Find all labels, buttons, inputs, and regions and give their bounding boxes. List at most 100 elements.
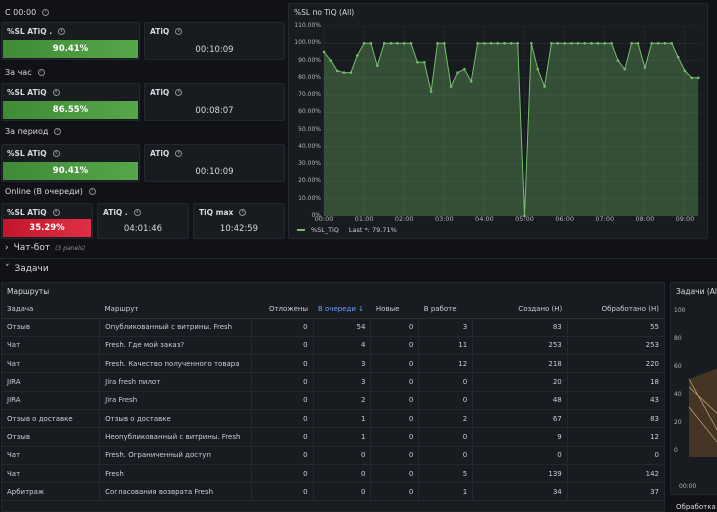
info-icon[interactable]: i: [175, 28, 183, 35]
data-point[interactable]: [630, 41, 633, 45]
data-point[interactable]: [596, 41, 600, 45]
data-point[interactable]: [509, 41, 513, 45]
stat-sl-current[interactable]: %SL ATiQ .i 90.41%: [1, 22, 140, 60]
stat-atiq-current[interactable]: ATiQ i 00:10:09: [144, 22, 285, 60]
data-point[interactable]: [543, 85, 546, 88]
data-point[interactable]: [683, 69, 687, 73]
data-point[interactable]: [496, 41, 499, 45]
table-row[interactable]: Чат Fresh. Качество полученного товара 0 3 0…: [2, 354, 664, 374]
info-icon[interactable]: i: [175, 89, 183, 96]
data-point[interactable]: [623, 67, 627, 71]
data-point[interactable]: [556, 41, 560, 45]
data-point[interactable]: [349, 71, 353, 74]
stat-atiq-period[interactable]: ATiQ i 00:10:09: [144, 144, 285, 182]
data-point[interactable]: [550, 41, 553, 45]
data-point[interactable]: [483, 41, 486, 45]
data-point[interactable]: [376, 64, 379, 68]
table-row[interactable]: JIRA Jira Fresh 0 2 0 0 48 43: [2, 391, 664, 410]
column-header[interactable]: Маршрут: [99, 300, 252, 319]
data-point[interactable]: [382, 41, 386, 45]
tasks-side-panel[interactable]: Задачи (All 100 80 60 40 20 0 00:00: [670, 282, 717, 495]
stat-sl-period[interactable]: %SL ATiQ i 90.41%: [1, 144, 140, 182]
data-point[interactable]: [329, 59, 333, 62]
info-icon[interactable]: i: [58, 28, 66, 35]
data-point[interactable]: [389, 41, 393, 45]
data-point[interactable]: [409, 41, 413, 45]
data-point[interactable]: [690, 76, 694, 80]
data-point[interactable]: [355, 54, 359, 57]
info-icon[interactable]: i: [37, 69, 45, 76]
data-point[interactable]: [663, 41, 667, 45]
table-row[interactable]: Арбитраж Согласования возврата Fresh 0 0 0 1 3…: [2, 482, 664, 502]
data-point[interactable]: [469, 79, 473, 83]
row-chatbot[interactable]: › Чат-бот (3 panels): [5, 243, 86, 253]
column-header[interactable]: В работе: [418, 300, 473, 319]
info-icon[interactable]: i: [239, 209, 247, 216]
data-point[interactable]: [570, 41, 573, 45]
data-point[interactable]: [583, 41, 586, 45]
data-point[interactable]: [362, 41, 366, 45]
chart-legend[interactable]: %SL_TiQ Last *: 79.71%: [297, 226, 397, 234]
data-point[interactable]: [402, 41, 406, 45]
routes-table-panel[interactable]: Маршруты Задача Маршрут Отложены В очереди …: [1, 282, 665, 512]
table-row[interactable]: Отзыв Опубликованный с витрины. Fresh 0 54 0…: [2, 318, 664, 337]
data-point[interactable]: [636, 41, 640, 45]
info-icon[interactable]: i: [88, 188, 96, 195]
data-point[interactable]: [443, 41, 446, 45]
data-point[interactable]: [429, 90, 433, 93]
info-icon[interactable]: i: [42, 9, 50, 16]
data-point[interactable]: [610, 41, 613, 45]
sl-chart-panel[interactable]: %SL по TiQ (All) 110.00% 100.00% 90.00% 80.…: [288, 3, 708, 239]
info-icon[interactable]: i: [52, 209, 60, 216]
data-point[interactable]: [476, 41, 479, 45]
data-point[interactable]: [670, 41, 674, 45]
data-point[interactable]: [523, 214, 526, 218]
data-point[interactable]: [422, 60, 426, 64]
data-point[interactable]: [530, 41, 533, 45]
column-header[interactable]: В очереди ↓: [313, 300, 371, 319]
table-row[interactable]: Чат Fresh. Ограниченный доступ 0 0 0 0 0 0: [2, 446, 664, 465]
data-point[interactable]: [643, 66, 647, 69]
data-point[interactable]: [436, 41, 439, 45]
stat-sl-hour[interactable]: %SL ATiQ i 86.55%: [1, 83, 140, 121]
table-row[interactable]: Отзыв о доставке Отзыв о доставке 0 1 0 2 67 83: [2, 409, 664, 429]
data-point[interactable]: [676, 55, 680, 59]
data-point[interactable]: [650, 41, 653, 45]
column-header[interactable]: Новые: [370, 300, 419, 319]
data-point[interactable]: [322, 50, 326, 54]
data-point[interactable]: [463, 67, 466, 71]
data-point[interactable]: [416, 60, 419, 64]
data-point[interactable]: [456, 71, 459, 74]
row-tasks[interactable]: ˅ Задачи: [5, 264, 49, 274]
data-point[interactable]: [342, 71, 346, 74]
table-row[interactable]: JIRA Jira fresh пилот 0 3 0 0 20 18: [2, 372, 664, 392]
info-icon[interactable]: i: [52, 150, 60, 157]
data-point[interactable]: [563, 41, 566, 45]
data-point[interactable]: [590, 41, 593, 45]
data-point[interactable]: [616, 59, 620, 62]
stat-atiq-hour[interactable]: ATiQ i 00:08:07: [144, 83, 285, 121]
info-icon[interactable]: i: [133, 209, 141, 216]
column-header[interactable]: Отложены: [251, 300, 314, 319]
column-header[interactable]: Создано (Н): [472, 300, 568, 319]
data-point[interactable]: [396, 41, 399, 45]
data-point[interactable]: [449, 85, 453, 88]
data-point[interactable]: [576, 41, 580, 45]
table-row[interactable]: Чат Fresh. Где мой заказ? 0 4 0 11 253 253: [2, 336, 664, 356]
stat-sl-online[interactable]: %SL ATiQ i 35.29%: [1, 203, 93, 239]
data-point[interactable]: [489, 41, 493, 45]
data-point[interactable]: [696, 76, 700, 80]
data-point[interactable]: [656, 41, 660, 45]
table-row[interactable]: Чат Fresh 0 0 0 5 139 142: [2, 464, 664, 484]
info-icon[interactable]: i: [175, 150, 183, 157]
data-point[interactable]: [536, 67, 540, 71]
data-point[interactable]: [503, 41, 506, 45]
stat-atiq-online[interactable]: ATiQ .i 04:01:46: [97, 203, 189, 239]
column-header[interactable]: Обработано (Н): [567, 300, 664, 319]
data-point[interactable]: [335, 69, 339, 73]
column-header[interactable]: Задача: [2, 300, 100, 319]
data-point[interactable]: [369, 41, 373, 45]
info-icon[interactable]: i: [54, 128, 62, 135]
table-row[interactable]: Отзыв Неопубликованный с витрины. Fresh 0 1…: [2, 427, 664, 447]
data-point[interactable]: [516, 41, 520, 45]
